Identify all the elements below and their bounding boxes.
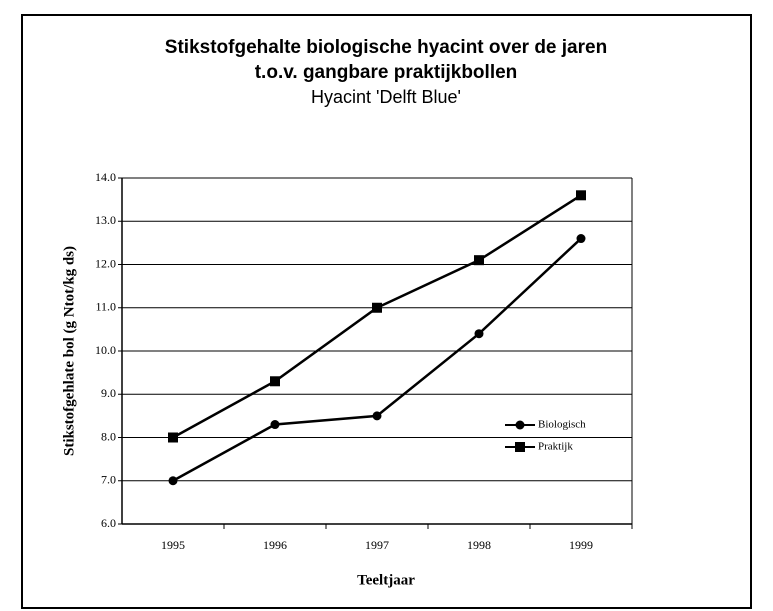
chart-subtitle: Hyacint 'Delft Blue' — [311, 87, 461, 107]
x-tick-label: 1999 — [569, 538, 593, 552]
y-tick-label: 8.0 — [101, 429, 116, 443]
marker — [515, 420, 525, 430]
chart-title: Stikstofgehalte biologische hyacint over… — [165, 37, 607, 58]
series-line — [172, 194, 582, 439]
y-tick-label: 14.0 — [95, 170, 116, 184]
marker — [372, 302, 382, 313]
x-tick-label: 1996 — [263, 538, 287, 552]
x-tick-label: 1997 — [365, 538, 389, 552]
marker — [168, 476, 178, 486]
x-tick-label: 1995 — [161, 538, 185, 552]
y-tick-label: 9.0 — [101, 386, 116, 400]
chart-title-line2: t.o.v. gangbare praktijkbollen — [255, 62, 518, 83]
marker — [576, 190, 586, 201]
marker — [515, 442, 525, 452]
y-tick-label: 10.0 — [95, 343, 116, 357]
marker — [270, 376, 280, 387]
marker — [270, 420, 280, 430]
x-axis-label: Teeltjaar — [357, 572, 415, 588]
legend-label: Praktijk — [538, 441, 573, 453]
legend-label: Biologisch — [538, 419, 586, 431]
marker — [372, 411, 382, 421]
x-tick-label: 1998 — [467, 538, 491, 552]
marker — [168, 432, 178, 443]
y-axis-label: Stikstofgehlate bol (g Ntot/kg ds) — [61, 246, 77, 456]
marker — [576, 234, 586, 244]
chart-frame — [21, 14, 752, 609]
y-tick-label: 11.0 — [95, 300, 116, 314]
y-tick-label: 7.0 — [101, 473, 116, 487]
marker — [474, 329, 484, 339]
y-tick-label: 6.0 — [101, 516, 116, 530]
y-tick-label: 12.0 — [95, 256, 116, 270]
y-tick-label: 13.0 — [95, 213, 116, 227]
marker — [474, 255, 484, 266]
